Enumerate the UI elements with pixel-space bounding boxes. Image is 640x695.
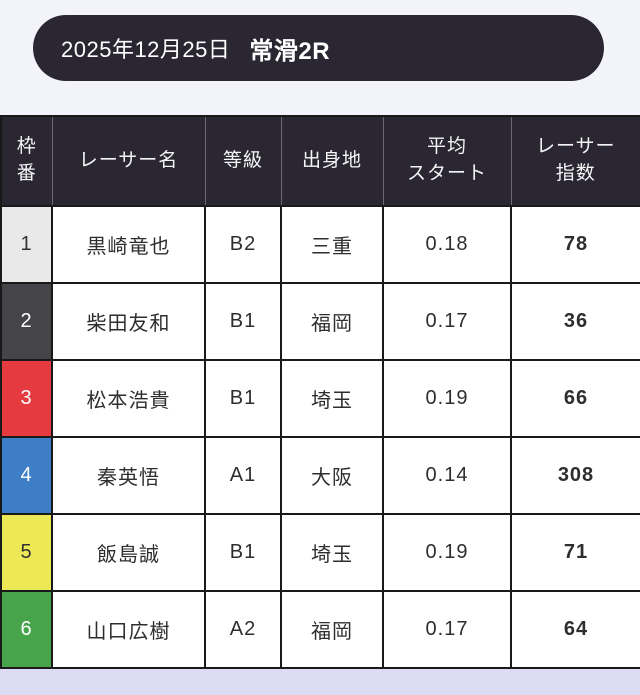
column-header-grade: 等級 — [204, 116, 281, 207]
origin-cell: 埼玉 — [280, 513, 384, 592]
frame-number-cell: 4 — [0, 436, 53, 515]
grade-cell: B1 — [204, 513, 282, 592]
footer-strip — [0, 665, 640, 695]
grade-cell: A2 — [204, 590, 282, 669]
racer-name-cell: 柴田友和 — [51, 282, 206, 361]
grade-cell: A1 — [204, 436, 282, 515]
racer-name-cell: 山口広樹 — [51, 590, 206, 669]
frame-number-cell: 5 — [0, 513, 53, 592]
frame-number-cell: 1 — [0, 205, 53, 284]
column-header-avg-start: 平均 スタート — [382, 116, 511, 207]
racer-row: 3 松本浩貴 B1 埼玉 0.19 66 — [0, 359, 640, 438]
origin-cell: 大阪 — [280, 436, 384, 515]
grade-cell: B1 — [204, 282, 282, 361]
avg-start-cell: 0.19 — [382, 359, 512, 438]
racer-row: 4 秦英悟 A1 大阪 0.14 308 — [0, 436, 640, 515]
avg-start-cell: 0.17 — [382, 590, 512, 669]
racer-table: 枠 番 レーサー名 等級 出身地 平均 スタート レーサー 指数 1 黒崎竜也 … — [0, 115, 640, 669]
origin-cell: 福岡 — [280, 590, 384, 669]
race-date: 2025年12月25日 — [61, 37, 231, 62]
frame-number-cell: 2 — [0, 282, 53, 361]
racer-index-cell: 308 — [510, 436, 640, 515]
racer-name-cell: 松本浩貴 — [51, 359, 206, 438]
grade-cell: B1 — [204, 359, 282, 438]
racer-name-cell: 飯島誠 — [51, 513, 206, 592]
frame-number-cell: 3 — [0, 359, 53, 438]
table-header-row: 枠 番 レーサー名 等級 出身地 平均 スタート レーサー 指数 — [1, 116, 640, 207]
avg-start-cell: 0.14 — [382, 436, 512, 515]
avg-start-cell: 0.17 — [382, 282, 512, 361]
frame-number-cell: 6 — [0, 590, 53, 669]
racer-row: 2 柴田友和 B1 福岡 0.17 36 — [0, 282, 640, 361]
column-header-index: レーサー 指数 — [510, 116, 640, 207]
racer-index-cell: 36 — [510, 282, 640, 361]
grade-cell: B2 — [204, 205, 282, 284]
racer-row: 1 黒崎竜也 B2 三重 0.18 78 — [0, 205, 640, 284]
race-header: 2025年12月25日 常滑2R — [33, 15, 604, 81]
origin-cell: 福岡 — [280, 282, 384, 361]
racer-index-cell: 78 — [510, 205, 640, 284]
origin-cell: 埼玉 — [280, 359, 384, 438]
racer-name-cell: 秦英悟 — [51, 436, 206, 515]
racer-row: 5 飯島誠 B1 埼玉 0.19 71 — [0, 513, 640, 592]
racer-name-cell: 黒崎竜也 — [51, 205, 206, 284]
origin-cell: 三重 — [280, 205, 384, 284]
column-header-frame: 枠 番 — [1, 116, 52, 207]
racer-index-cell: 64 — [510, 590, 640, 669]
column-header-origin: 出身地 — [280, 116, 383, 207]
avg-start-cell: 0.19 — [382, 513, 512, 592]
race-name: 常滑2R — [249, 37, 331, 65]
racer-index-cell: 66 — [510, 359, 640, 438]
racer-row: 6 山口広樹 A2 福岡 0.17 64 — [0, 590, 640, 669]
racer-index-cell: 71 — [510, 513, 640, 592]
avg-start-cell: 0.18 — [382, 205, 512, 284]
column-header-name: レーサー名 — [51, 116, 205, 207]
